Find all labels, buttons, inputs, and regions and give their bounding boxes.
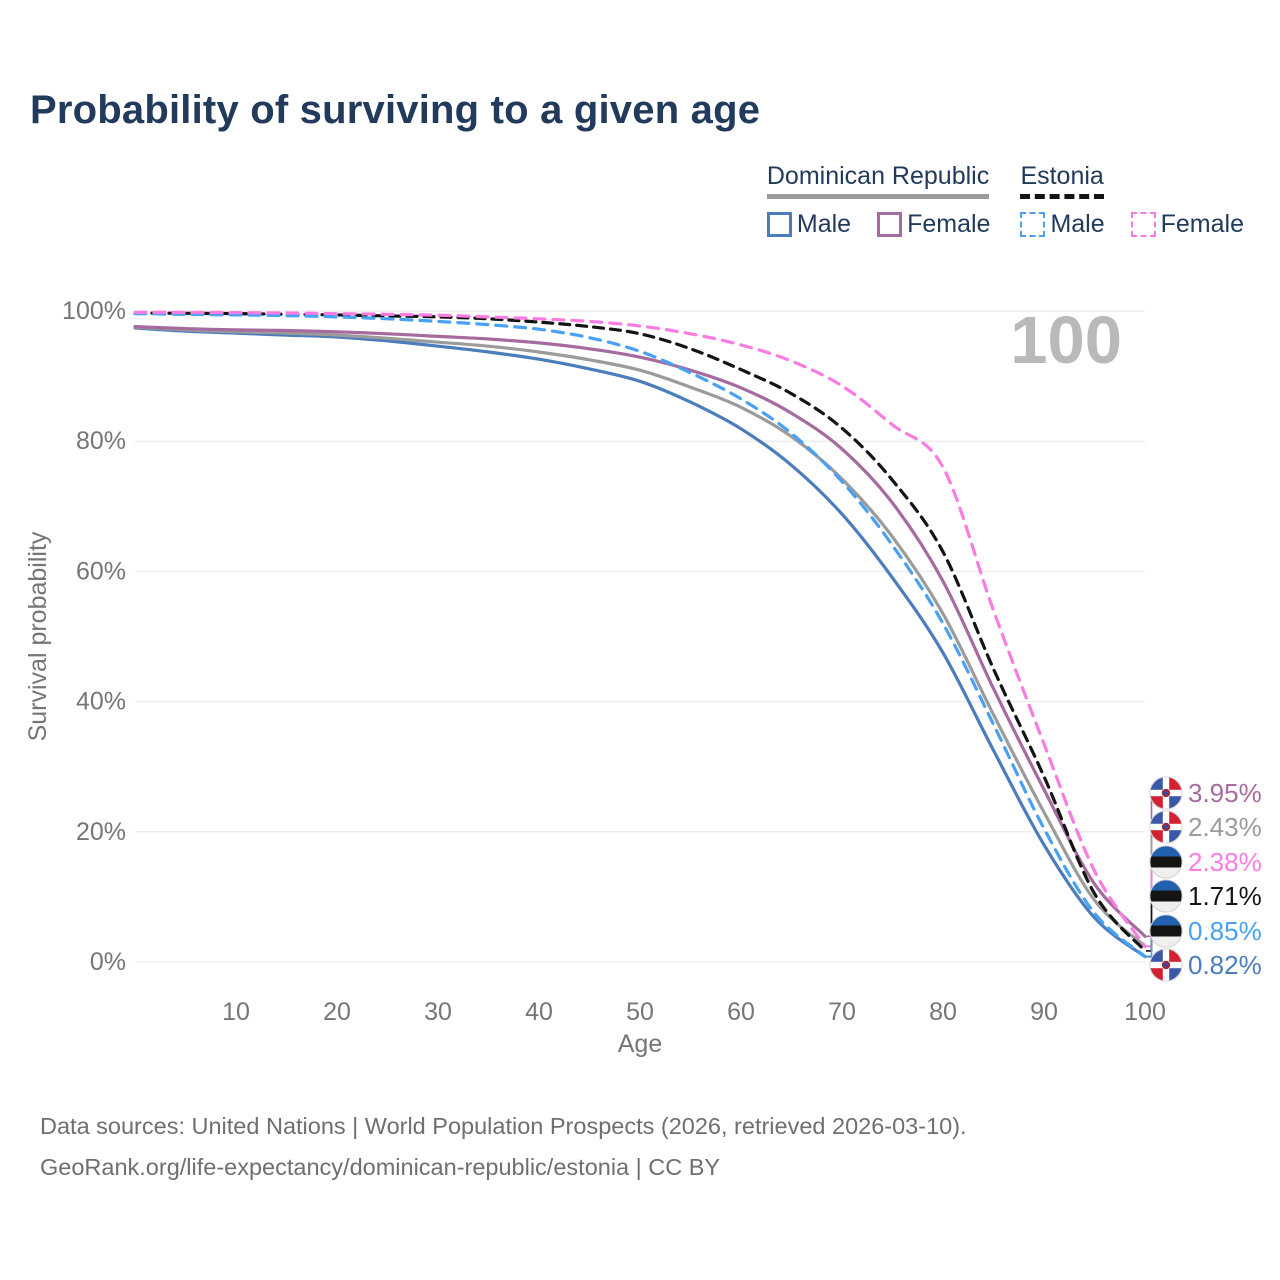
legend-swatch-ee-female-icon xyxy=(1130,212,1156,237)
flag-ring xyxy=(1149,776,1183,810)
legend-header-dominican-republic: Dominican Republic xyxy=(766,162,990,199)
legend-swatch-ee-male-icon xyxy=(1020,212,1046,237)
flag-ring xyxy=(1149,845,1183,879)
x-tick-label: 70 xyxy=(828,998,856,1026)
series-line-estonia-male[interactable] xyxy=(133,312,1147,959)
y-tick-label: 40% xyxy=(76,688,126,716)
end-label-value-estonia-female: 2.38% xyxy=(1188,847,1262,877)
series-line-dominican-republic-male[interactable] xyxy=(133,326,1147,959)
legend-item-label: Female xyxy=(907,210,991,238)
x-tick-label: 20 xyxy=(323,998,351,1026)
series-line-estonia-both-sexes[interactable] xyxy=(133,311,1147,953)
legend-item-dr-male[interactable]: Male xyxy=(766,210,852,239)
x-axis-title: Age xyxy=(618,1030,662,1058)
end-label-value-dominican-republic-male: 0.82% xyxy=(1188,950,1262,980)
series-line-dominican-republic-female[interactable] xyxy=(133,325,1147,938)
age-watermark: 100 xyxy=(1010,303,1122,378)
x-tick-label: 50 xyxy=(626,998,654,1026)
y-tick-label: 100% xyxy=(62,297,126,325)
y-tick-label: 80% xyxy=(76,427,126,455)
end-label-value-estonia-both-sexes: 1.71% xyxy=(1188,881,1262,911)
flag-icon-estonia xyxy=(1149,845,1183,879)
legend-item-dr-female[interactable]: Female xyxy=(877,210,990,239)
x-tick-label: 40 xyxy=(525,998,553,1026)
page-title: Probability of surviving to a given age xyxy=(30,88,761,132)
legend-item-label: Male xyxy=(1050,210,1105,238)
flag-ring xyxy=(1149,914,1183,948)
legend-item-label: Male xyxy=(796,210,852,238)
flag-ring xyxy=(1149,810,1183,844)
flag-icon-estonia xyxy=(1149,879,1183,913)
series-line-dominican-republic-both-sexes[interactable] xyxy=(133,325,1147,948)
legend: Dominican Republic Male Female Estonia M… xyxy=(766,162,1244,239)
legend-item-ee-male[interactable]: Male xyxy=(1020,210,1105,239)
footer: Data sources: United Nations | World Pop… xyxy=(40,1106,967,1188)
legend-swatch-dr-male-icon xyxy=(766,212,792,237)
end-label-value-estonia-male: 0.85% xyxy=(1188,916,1262,946)
legend-group-estonia: Estonia Male Female xyxy=(1020,162,1244,239)
survival-probability-chart: 0% 20% 40% 60% 80% 100% 10 20 30 40 50 60 70 80 90 100 A… xyxy=(24,297,1262,1058)
end-label-value-dominican-republic-both-sexes: 2.43% xyxy=(1188,812,1262,842)
flag-ring xyxy=(1149,879,1183,913)
y-tick-label: 0% xyxy=(90,948,126,976)
legend-group-dominican-republic: Dominican Republic Male Female xyxy=(766,162,990,239)
legend-swatch-dr-female-icon xyxy=(877,212,903,237)
x-tick-label: 80 xyxy=(929,998,957,1026)
legend-item-ee-female[interactable]: Female xyxy=(1130,210,1244,239)
footer-data-sources: Data sources: United Nations | World Pop… xyxy=(40,1113,967,1139)
y-tick-label: 60% xyxy=(76,557,126,585)
y-tick-label: 20% xyxy=(76,818,126,846)
y-axis-title: Survival probability xyxy=(24,531,52,741)
x-tick-label: 60 xyxy=(727,998,755,1026)
x-tick-label: 90 xyxy=(1030,998,1058,1026)
end-label-value-dominican-republic-female: 3.95% xyxy=(1188,778,1262,808)
x-tick-label: 10 xyxy=(222,998,250,1026)
flag-ring xyxy=(1149,948,1183,982)
flag-icon-dominican-republic xyxy=(1149,810,1183,844)
legend-item-label: Female xyxy=(1160,210,1244,238)
footer-attribution: GeoRank.org/life-expectancy/dominican-re… xyxy=(40,1154,721,1180)
x-tick-label: 100 xyxy=(1124,998,1166,1026)
flag-icon-estonia xyxy=(1149,914,1183,948)
x-tick-label: 30 xyxy=(424,998,452,1026)
legend-header-estonia: Estonia xyxy=(1020,162,1104,199)
series-line-estonia-female[interactable] xyxy=(133,310,1147,949)
